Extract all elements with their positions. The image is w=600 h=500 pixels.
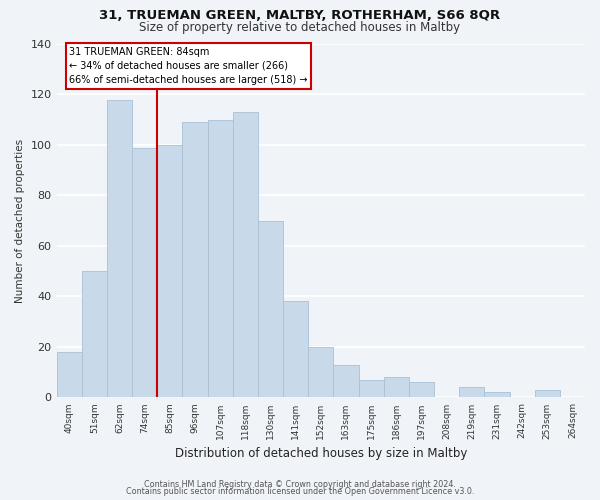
Bar	[283, 302, 308, 398]
Text: Contains public sector information licensed under the Open Government Licence v3: Contains public sector information licen…	[126, 487, 474, 496]
Bar	[208, 120, 233, 398]
Bar	[56, 352, 82, 398]
Text: Size of property relative to detached houses in Maltby: Size of property relative to detached ho…	[139, 21, 461, 34]
Bar	[383, 377, 409, 398]
Bar	[182, 122, 208, 398]
Bar	[107, 100, 132, 398]
Y-axis label: Number of detached properties: Number of detached properties	[15, 138, 25, 303]
Bar	[82, 271, 107, 398]
Bar	[233, 112, 258, 398]
Bar	[484, 392, 509, 398]
Bar	[308, 347, 334, 398]
Bar	[132, 148, 157, 398]
Bar	[157, 145, 182, 398]
Text: Contains HM Land Registry data © Crown copyright and database right 2024.: Contains HM Land Registry data © Crown c…	[144, 480, 456, 489]
Text: 31 TRUEMAN GREEN: 84sqm
← 34% of detached houses are smaller (266)
66% of semi-d: 31 TRUEMAN GREEN: 84sqm ← 34% of detache…	[69, 46, 308, 86]
Bar	[359, 380, 383, 398]
Bar	[334, 364, 359, 398]
Bar	[409, 382, 434, 398]
Bar	[459, 388, 484, 398]
X-axis label: Distribution of detached houses by size in Maltby: Distribution of detached houses by size …	[175, 447, 467, 460]
Bar	[535, 390, 560, 398]
Text: 31, TRUEMAN GREEN, MALTBY, ROTHERHAM, S66 8QR: 31, TRUEMAN GREEN, MALTBY, ROTHERHAM, S6…	[100, 9, 500, 22]
Bar	[258, 220, 283, 398]
